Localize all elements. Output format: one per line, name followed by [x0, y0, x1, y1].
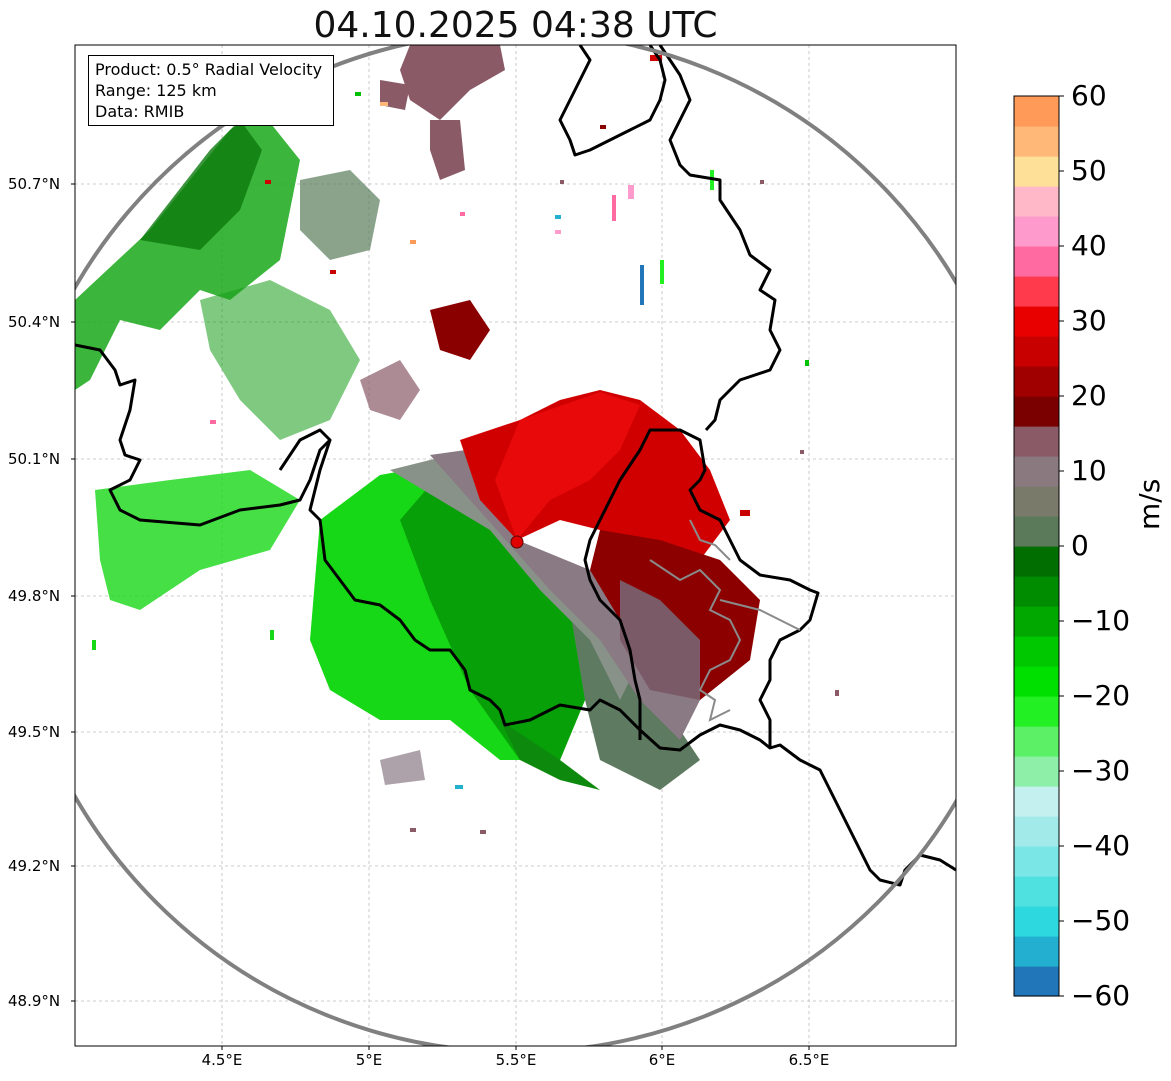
info-box: Product: 0.5° Radial Velocity Range: 125…	[88, 55, 334, 126]
colorbar-segment	[1014, 756, 1059, 787]
lon-label: 5°E	[355, 1051, 383, 1069]
colorbar-tick-label: 10	[1071, 454, 1107, 487]
colorbar-tick-label: −40	[1071, 829, 1131, 862]
axis-ticks	[71, 183, 810, 1050]
colorbar-segment	[1014, 426, 1059, 457]
colorbar-segment	[1014, 336, 1059, 367]
colorbar-ticks	[1059, 95, 1064, 997]
lon-label: 6°E	[648, 1051, 676, 1069]
colorbar-tick-label: −30	[1071, 754, 1131, 787]
colorbar-tick-label: 0	[1071, 529, 1089, 562]
colorbar-segment	[1014, 936, 1059, 967]
colorbar-segment	[1014, 126, 1059, 157]
colorbar-segment	[1014, 456, 1059, 487]
lat-label: 49.2°N	[8, 857, 61, 875]
colorbar-segment	[1014, 876, 1059, 907]
colorbar-segment	[1014, 546, 1059, 577]
colorbar-segment	[1014, 636, 1059, 667]
colorbar-segment	[1014, 396, 1059, 427]
colorbar-segment	[1014, 276, 1059, 307]
colorbar-segment	[1014, 966, 1059, 997]
colorbar-segment	[1014, 816, 1059, 847]
map-title: 04.10.2025 04:38 UTC	[313, 5, 718, 46]
colorbar-segment	[1014, 306, 1059, 337]
colorbar-tick-label: −60	[1071, 979, 1131, 1012]
lat-label: 50.4°N	[8, 313, 61, 331]
country-borders	[75, 45, 956, 887]
lat-label: 49.5°N	[8, 723, 61, 741]
colorbar-tick-label: 60	[1071, 79, 1107, 112]
colorbar	[1014, 96, 1059, 997]
colorbar-segment	[1014, 696, 1059, 727]
lon-label: 4.5°E	[201, 1051, 243, 1069]
lat-label: 50.7°N	[8, 175, 61, 193]
colorbar-tick-label: −10	[1071, 604, 1131, 637]
colorbar-segment	[1014, 606, 1059, 637]
lat-label: 50.1°N	[8, 450, 61, 468]
colorbar-tick-label: 20	[1071, 379, 1107, 412]
colorbar-tick-label: 50	[1071, 154, 1107, 187]
colorbar-segment	[1014, 516, 1059, 547]
colorbar-segment	[1014, 666, 1059, 697]
colorbar-unit-label: m/s	[1133, 478, 1166, 530]
velocity-echoes	[75, 45, 760, 790]
info-product: Product: 0.5° Radial Velocity	[95, 60, 323, 79]
lon-label: 5.5°E	[495, 1051, 537, 1069]
info-range: Range: 125 km	[95, 81, 217, 100]
colorbar-tick-label: 40	[1071, 229, 1107, 262]
colorbar-segment	[1014, 366, 1059, 397]
lat-label: 48.9°N	[8, 992, 61, 1010]
colorbar-segment	[1014, 486, 1059, 517]
colorbar-tick-label: −20	[1071, 679, 1131, 712]
colorbar-segment	[1014, 726, 1059, 757]
colorbar-segment	[1014, 246, 1059, 277]
lon-label: 6.5°E	[788, 1051, 830, 1069]
colorbar-segment	[1014, 576, 1059, 607]
sub-borders	[649, 519, 801, 722]
colorbar-segment	[1014, 906, 1059, 937]
lat-label: 49.8°N	[8, 587, 61, 605]
colorbar-segment	[1014, 186, 1059, 217]
colorbar-segment	[1014, 846, 1059, 877]
colorbar-tick-label: 30	[1071, 304, 1107, 337]
colorbar-segment	[1014, 96, 1059, 127]
radar-site-marker	[510, 535, 524, 549]
colorbar-tick-label: −50	[1071, 904, 1131, 937]
colorbar-segment	[1014, 786, 1059, 817]
colorbar-segment	[1014, 216, 1059, 247]
info-data-source: Data: RMIB	[95, 102, 185, 121]
colorbar-segment	[1014, 156, 1059, 187]
